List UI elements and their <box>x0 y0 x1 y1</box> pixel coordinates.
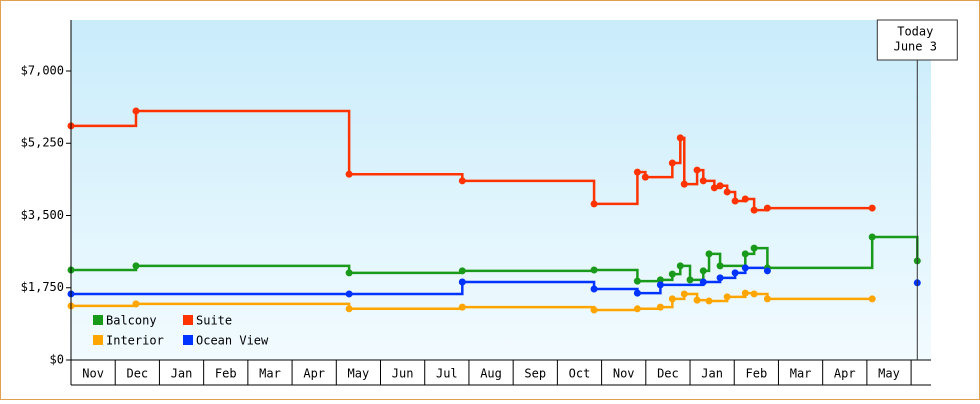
x-tick-label: Nov <box>82 367 104 381</box>
point <box>633 305 641 313</box>
x-tick-label: Jan <box>701 367 723 381</box>
legend-label: Balcony <box>106 314 157 328</box>
point <box>656 281 664 289</box>
point <box>345 269 353 277</box>
point <box>590 285 598 293</box>
x-tick-label: Feb <box>746 367 768 381</box>
x-tick-label: Aug <box>480 367 502 381</box>
x-tick-label: May <box>348 367 370 381</box>
today-box <box>876 19 958 61</box>
point <box>731 269 739 277</box>
point <box>868 295 876 303</box>
point <box>641 173 649 181</box>
point <box>590 266 598 274</box>
point <box>458 303 466 311</box>
point <box>668 295 676 303</box>
point <box>723 188 731 196</box>
legend-label: Interior <box>106 334 164 348</box>
point <box>590 306 598 314</box>
point <box>699 278 707 286</box>
point <box>716 182 724 190</box>
point <box>731 197 739 205</box>
point <box>705 250 713 258</box>
y-tick-label: $1,750 <box>21 280 64 294</box>
point <box>680 180 688 188</box>
point <box>680 290 688 298</box>
point <box>132 300 140 308</box>
x-tick-label: Apr <box>834 367 856 381</box>
today-label: June 3 <box>894 40 937 54</box>
point <box>656 303 664 311</box>
point <box>590 200 598 208</box>
point <box>633 277 641 285</box>
legend-label: Suite <box>196 314 232 328</box>
point <box>345 290 353 298</box>
point <box>345 170 353 178</box>
point <box>656 276 664 284</box>
point <box>741 250 749 258</box>
point <box>699 267 707 275</box>
legend-swatch <box>93 315 103 325</box>
point <box>716 274 724 282</box>
x-tick-label: Apr <box>303 367 325 381</box>
point <box>132 262 140 270</box>
legend-swatch <box>183 335 193 345</box>
point <box>763 295 771 303</box>
point <box>633 168 641 176</box>
y-tick-label: $0 <box>50 353 64 367</box>
point <box>710 184 718 192</box>
point <box>668 159 676 167</box>
plot-area <box>71 20 931 360</box>
x-tick-label: Mar <box>790 367 812 381</box>
point <box>668 270 676 278</box>
point <box>750 290 758 298</box>
legend-label: Ocean View <box>196 334 269 348</box>
point <box>763 204 771 212</box>
point <box>676 134 684 142</box>
x-tick-label: Sep <box>524 367 546 381</box>
y-tick-label: $7,000 <box>21 63 64 77</box>
point <box>693 296 701 304</box>
x-tick-label: Oct <box>569 367 591 381</box>
x-tick-label: Mar <box>259 367 281 381</box>
x-tick-label: Dec <box>126 367 148 381</box>
legend-swatch <box>183 315 193 325</box>
point <box>716 262 724 270</box>
y-tick-label: $5,250 <box>21 136 64 150</box>
point <box>868 204 876 212</box>
point <box>750 206 758 214</box>
point <box>705 297 713 305</box>
x-tick-label: Jan <box>171 367 193 381</box>
legend-swatch <box>93 335 103 345</box>
x-tick-label: Jul <box>436 367 458 381</box>
point <box>750 244 758 252</box>
today-label: Today <box>897 25 933 39</box>
point <box>693 166 701 174</box>
point <box>763 267 771 275</box>
x-tick-label: Nov <box>613 367 635 381</box>
point <box>458 177 466 185</box>
point <box>345 305 353 313</box>
point <box>868 233 876 241</box>
point <box>723 293 731 301</box>
x-tick-label: Feb <box>215 367 237 381</box>
x-tick-label: May <box>878 367 900 381</box>
y-tick-label: $3,500 <box>21 208 64 222</box>
point <box>633 289 641 297</box>
point <box>699 177 707 185</box>
point <box>741 264 749 272</box>
point <box>132 107 140 115</box>
x-tick-label: Dec <box>657 367 679 381</box>
point <box>686 276 694 284</box>
point <box>458 278 466 286</box>
point <box>676 262 684 270</box>
point <box>458 267 466 275</box>
point <box>741 195 749 203</box>
point <box>741 289 749 297</box>
x-tick-label: Jun <box>392 367 414 381</box>
